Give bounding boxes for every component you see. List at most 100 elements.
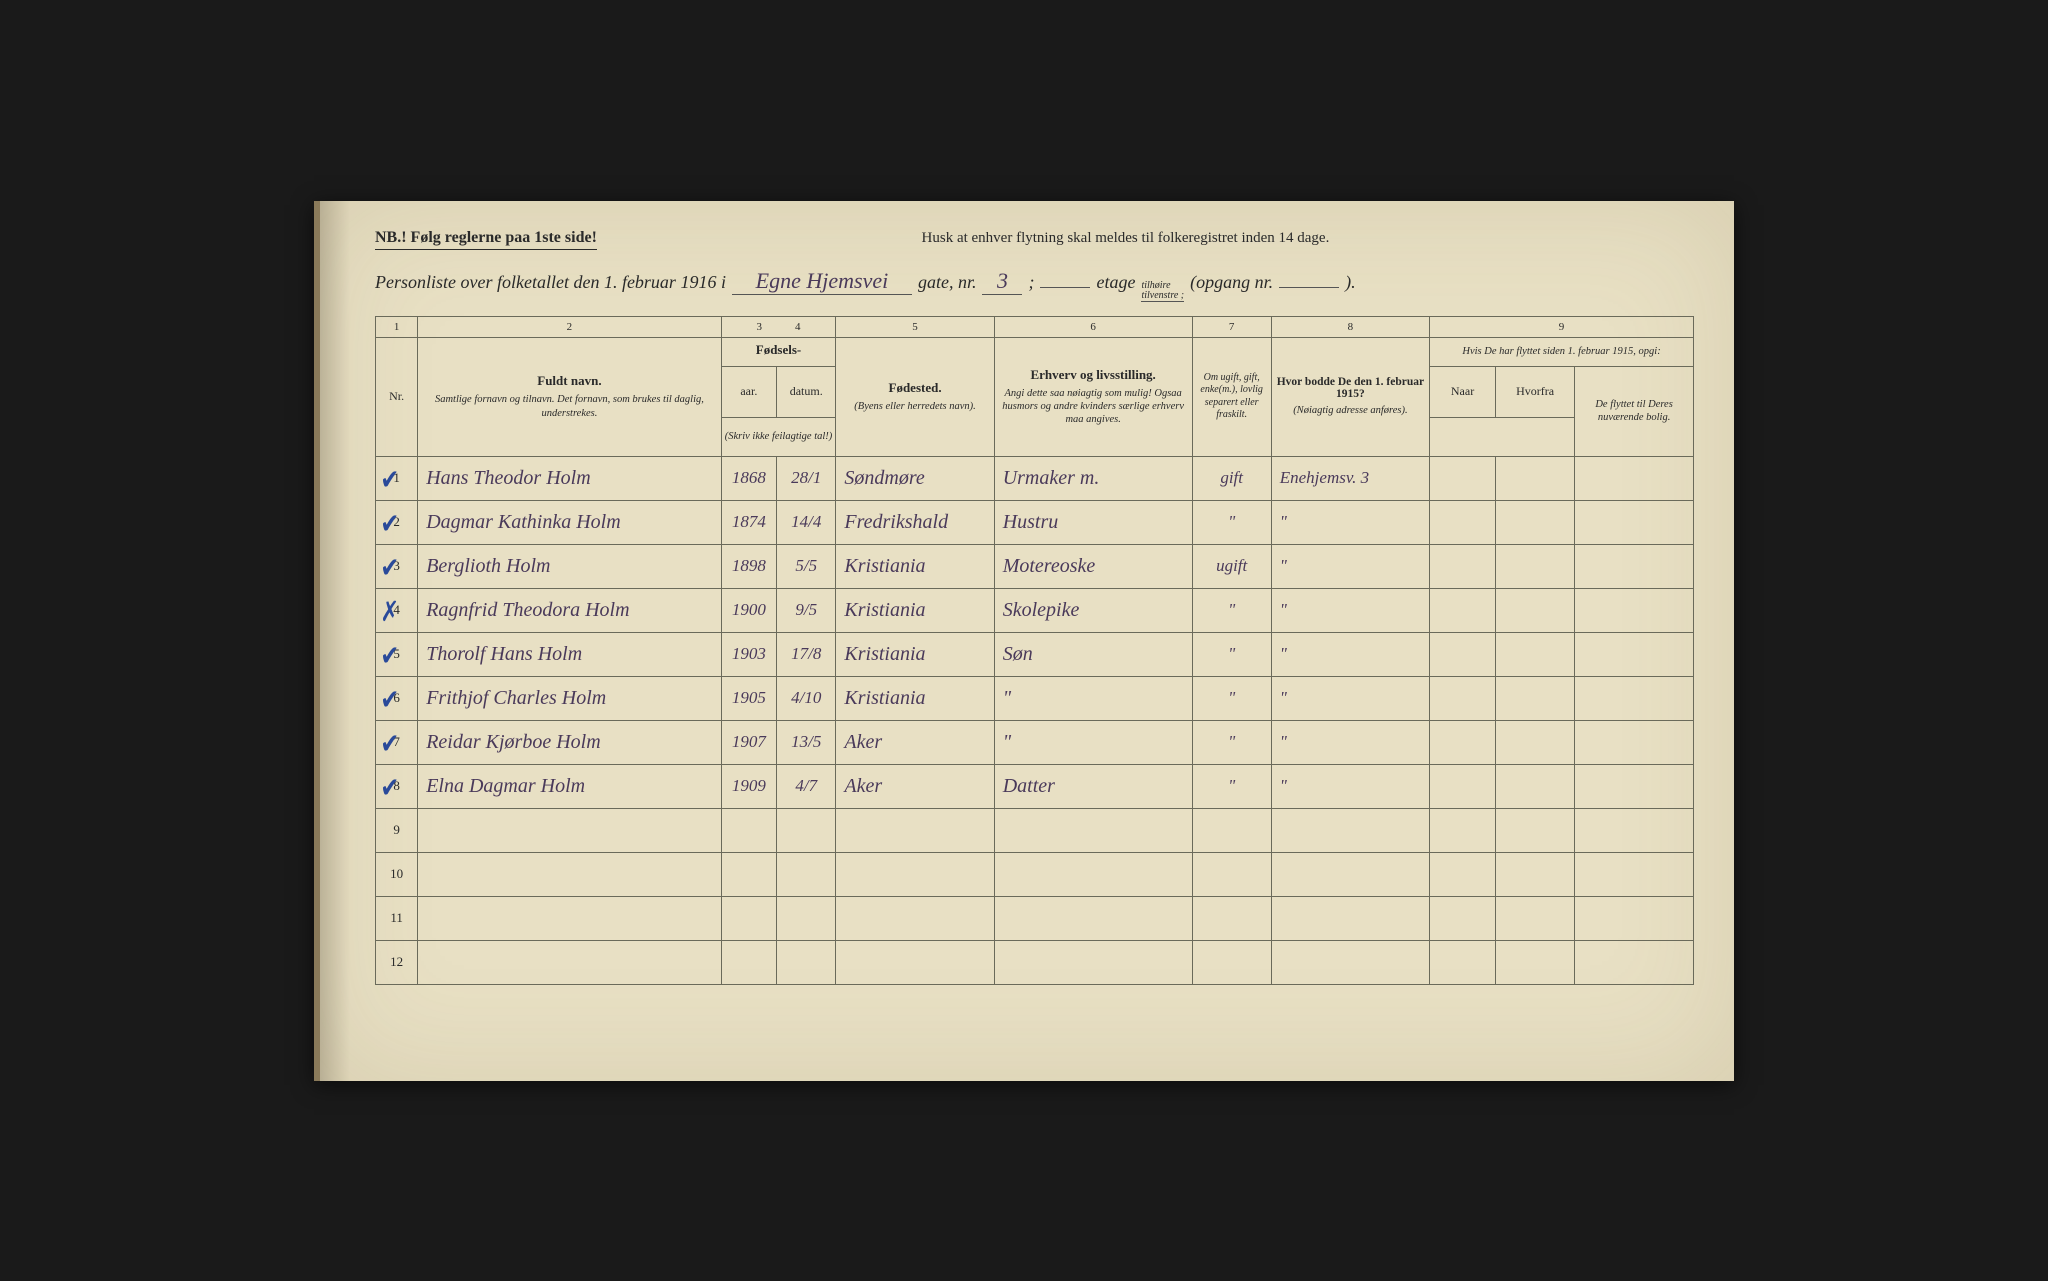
hdr-marital: Om ugift, gift, enke(m.), lovlig separer… bbox=[1192, 337, 1271, 456]
cell-marital bbox=[1192, 896, 1271, 940]
cell-birthplace bbox=[836, 896, 994, 940]
colnum-5: 5 bbox=[836, 316, 994, 337]
cell-marital: " bbox=[1192, 500, 1271, 544]
cell-prev-addr: " bbox=[1271, 764, 1429, 808]
cell-name: Ragnfrid Theodora Holm bbox=[418, 588, 721, 632]
cell-date bbox=[777, 808, 836, 852]
table-row: ✔ 7 Reidar Kjørboe Holm 1907 13/5 Aker "… bbox=[376, 720, 1694, 764]
cell-occupation: Hustru bbox=[994, 500, 1192, 544]
hdr-birthplace: Fødested. (Byens eller herredets navn). bbox=[836, 337, 994, 456]
cell-name bbox=[418, 852, 721, 896]
cell-birthplace: Aker bbox=[836, 764, 994, 808]
cell-nr: 11 bbox=[376, 896, 418, 940]
cell-year: 1874 bbox=[721, 500, 776, 544]
table-row: ✔ 6 Frithjof Charles Holm 1905 4/10 Kris… bbox=[376, 676, 1694, 720]
street-name-value: Egne Hjemsvei bbox=[732, 268, 912, 295]
hdr-prev-addr: Hvor bodde De den 1. februar 1915? (Nøia… bbox=[1271, 337, 1429, 456]
colnum-7: 7 bbox=[1192, 316, 1271, 337]
opgang-label: (opgang nr. bbox=[1190, 272, 1273, 293]
cell-moved-to bbox=[1575, 852, 1694, 896]
title-prefix: Personliste over folketallet den 1. febr… bbox=[375, 272, 726, 293]
cell-prev-addr: " bbox=[1271, 588, 1429, 632]
cell-moved-to bbox=[1575, 544, 1694, 588]
cell-moved-hvorfra bbox=[1496, 852, 1575, 896]
cell-name bbox=[418, 808, 721, 852]
cell-birthplace bbox=[836, 808, 994, 852]
check-mark-icon: ✔ bbox=[380, 727, 399, 760]
hdr-name: Fuldt navn. Samtlige fornavn og tilnavn.… bbox=[418, 337, 721, 456]
table-row: 10 bbox=[376, 852, 1694, 896]
cell-moved-to bbox=[1575, 808, 1694, 852]
reminder-text: Husk at enhver flytning skal meldes til … bbox=[922, 230, 1330, 247]
cell-name: Thorolf Hans Holm bbox=[418, 632, 721, 676]
cell-moved-to bbox=[1575, 588, 1694, 632]
cell-prev-addr: " bbox=[1271, 500, 1429, 544]
cell-marital bbox=[1192, 940, 1271, 984]
check-mark-icon: ✔ bbox=[380, 551, 399, 584]
cell-occupation: Motereoske bbox=[994, 544, 1192, 588]
hdr-birth-note: (Skriv ikke feilagtige tal!) bbox=[721, 418, 836, 456]
cell-date: 9/5 bbox=[777, 588, 836, 632]
column-number-row: 1 2 3 4 5 6 7 8 9 bbox=[376, 316, 1694, 337]
cell-name bbox=[418, 896, 721, 940]
hdr-nr: Nr. bbox=[376, 337, 418, 456]
cell-moved-naar bbox=[1430, 852, 1496, 896]
cell-birthplace: Kristiania bbox=[836, 632, 994, 676]
cell-moved-hvorfra bbox=[1496, 720, 1575, 764]
cell-prev-addr: Enehjemsv. 3 bbox=[1271, 456, 1429, 500]
cell-date: 28/1 bbox=[777, 456, 836, 500]
table-row: ✔ 8 Elna Dagmar Holm 1909 4/7 Aker Datte… bbox=[376, 764, 1694, 808]
cell-date: 4/10 bbox=[777, 676, 836, 720]
tilhoire-tilvenstre: tilhøire tilvenstre ; bbox=[1141, 281, 1184, 302]
table-body: ✔ 1 Hans Theodor Holm 1868 28/1 Søndmøre… bbox=[376, 456, 1694, 984]
cell-marital: " bbox=[1192, 588, 1271, 632]
cell-date: 13/5 bbox=[777, 720, 836, 764]
cell-occupation bbox=[994, 852, 1192, 896]
cell-name: Dagmar Kathinka Holm bbox=[418, 500, 721, 544]
nb-notice: NB.! Følg reglerne paa 1ste side! bbox=[375, 229, 597, 250]
cell-moved-hvorfra bbox=[1496, 632, 1575, 676]
cell-birthplace: Aker bbox=[836, 720, 994, 764]
cell-moved-naar bbox=[1430, 676, 1496, 720]
cell-date bbox=[777, 852, 836, 896]
etage-label: etage bbox=[1096, 272, 1135, 293]
cell-moved-to bbox=[1575, 896, 1694, 940]
top-line: NB.! Følg reglerne paa 1ste side! Husk a… bbox=[375, 229, 1694, 250]
table-row: 9 bbox=[376, 808, 1694, 852]
cell-year: 1909 bbox=[721, 764, 776, 808]
cell-nr: ✔ 7 bbox=[376, 720, 418, 764]
opgang-value bbox=[1279, 287, 1339, 288]
cell-marital: " bbox=[1192, 632, 1271, 676]
hdr-year: aar. bbox=[721, 366, 776, 418]
cell-moved-naar bbox=[1430, 940, 1496, 984]
cell-occupation: Skolepike bbox=[994, 588, 1192, 632]
cell-occupation bbox=[994, 896, 1192, 940]
cell-occupation bbox=[994, 808, 1192, 852]
cell-moved-hvorfra bbox=[1496, 896, 1575, 940]
cell-prev-addr bbox=[1271, 808, 1429, 852]
close-paren: ). bbox=[1345, 272, 1356, 293]
cell-moved-naar bbox=[1430, 632, 1496, 676]
check-mark-icon: ✔ bbox=[380, 639, 399, 672]
cell-prev-addr: " bbox=[1271, 544, 1429, 588]
cell-moved-to bbox=[1575, 500, 1694, 544]
cell-prev-addr bbox=[1271, 852, 1429, 896]
cell-year: 1898 bbox=[721, 544, 776, 588]
hdr-naar: Naar bbox=[1430, 366, 1496, 418]
hdr-moved-top: Hvis De har flyttet siden 1. februar 191… bbox=[1430, 337, 1694, 366]
census-table: 1 2 3 4 5 6 7 8 9 Nr. Fuldt navn. Samtli… bbox=[375, 316, 1694, 985]
cell-nr: ✗ 4 bbox=[376, 588, 418, 632]
table-row: ✔ 3 Berglioth Holm 1898 5/5 Kristiania M… bbox=[376, 544, 1694, 588]
colnum-3-4: 3 4 bbox=[721, 316, 836, 337]
cell-marital: gift bbox=[1192, 456, 1271, 500]
cell-birthplace bbox=[836, 852, 994, 896]
cell-marital: ugift bbox=[1192, 544, 1271, 588]
cell-year: 1903 bbox=[721, 632, 776, 676]
table-row: ✔ 5 Thorolf Hans Holm 1903 17/8 Kristian… bbox=[376, 632, 1694, 676]
etage-value bbox=[1040, 287, 1090, 288]
cell-moved-to bbox=[1575, 764, 1694, 808]
cell-date: 14/4 bbox=[777, 500, 836, 544]
cell-year: 1868 bbox=[721, 456, 776, 500]
cell-nr: ✔ 3 bbox=[376, 544, 418, 588]
cell-name: Elna Dagmar Holm bbox=[418, 764, 721, 808]
